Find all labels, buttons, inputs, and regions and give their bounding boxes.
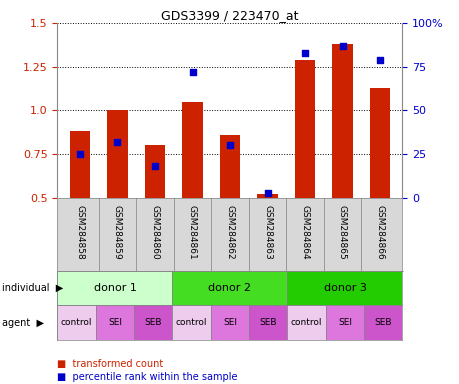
Text: individual  ▶: individual ▶ bbox=[2, 283, 63, 293]
Text: GSM284862: GSM284862 bbox=[225, 205, 234, 260]
Bar bbox=[364, 305, 402, 340]
Bar bbox=[69, 131, 90, 198]
Text: donor 3: donor 3 bbox=[323, 283, 366, 293]
Text: SEB: SEB bbox=[374, 318, 391, 327]
Bar bbox=[172, 305, 210, 340]
Bar bbox=[287, 271, 402, 305]
Bar bbox=[325, 305, 364, 340]
Text: agent  ▶: agent ▶ bbox=[2, 318, 44, 328]
Point bbox=[76, 151, 84, 157]
Text: donor 1: donor 1 bbox=[93, 283, 136, 293]
Bar bbox=[249, 305, 287, 340]
Point bbox=[226, 142, 233, 149]
Point bbox=[338, 43, 346, 49]
Text: control: control bbox=[175, 318, 207, 327]
Text: SEI: SEI bbox=[108, 318, 122, 327]
Text: GSM284866: GSM284866 bbox=[375, 205, 384, 260]
Bar bbox=[172, 271, 287, 305]
Bar bbox=[219, 135, 240, 198]
Text: SEI: SEI bbox=[337, 318, 351, 327]
Point bbox=[375, 57, 383, 63]
Bar bbox=[57, 271, 172, 305]
Text: GSM284865: GSM284865 bbox=[337, 205, 346, 260]
Text: GSM284861: GSM284861 bbox=[188, 205, 196, 260]
Text: SEB: SEB bbox=[259, 318, 276, 327]
Point bbox=[151, 163, 158, 169]
Text: ■  percentile rank within the sample: ■ percentile rank within the sample bbox=[57, 372, 237, 382]
Point bbox=[188, 69, 196, 75]
Text: control: control bbox=[290, 318, 322, 327]
Bar bbox=[182, 102, 202, 198]
Text: GSM284859: GSM284859 bbox=[113, 205, 122, 260]
Point bbox=[301, 50, 308, 56]
Point bbox=[263, 189, 271, 195]
Bar bbox=[294, 60, 314, 198]
Text: donor 2: donor 2 bbox=[208, 283, 251, 293]
Title: GDS3399 / 223470_at: GDS3399 / 223470_at bbox=[161, 9, 298, 22]
Bar bbox=[287, 305, 325, 340]
Bar bbox=[369, 88, 390, 198]
Text: SEB: SEB bbox=[144, 318, 162, 327]
Bar bbox=[57, 305, 95, 340]
Text: control: control bbox=[61, 318, 92, 327]
Bar bbox=[95, 305, 134, 340]
Bar bbox=[257, 194, 277, 198]
Text: GSM284863: GSM284863 bbox=[263, 205, 271, 260]
Text: GSM284858: GSM284858 bbox=[75, 205, 84, 260]
Bar bbox=[331, 44, 352, 198]
Text: SEI: SEI bbox=[223, 318, 236, 327]
Bar bbox=[210, 305, 249, 340]
Bar bbox=[145, 146, 165, 198]
Text: GSM284864: GSM284864 bbox=[300, 205, 309, 260]
Text: GSM284860: GSM284860 bbox=[150, 205, 159, 260]
Text: ■  transformed count: ■ transformed count bbox=[57, 359, 163, 369]
Point bbox=[113, 139, 121, 145]
Bar bbox=[107, 111, 128, 198]
Bar bbox=[134, 305, 172, 340]
